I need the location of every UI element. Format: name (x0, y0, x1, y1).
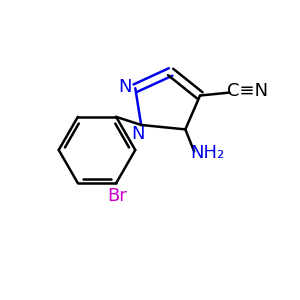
Text: N: N (131, 125, 145, 143)
Text: N: N (118, 78, 132, 96)
Text: C≡N: C≡N (227, 82, 268, 100)
Text: NH₂: NH₂ (190, 144, 224, 162)
Text: Br: Br (108, 188, 127, 206)
